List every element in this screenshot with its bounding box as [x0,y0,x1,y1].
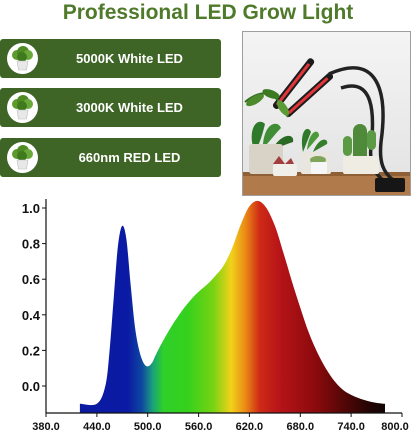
page-title: Professional LED Grow Light [62,1,354,24]
y-tick-label: 0.4 [22,308,41,323]
x-tick-label: 500.0 [134,421,162,433]
led-label: 5000K White LED [76,51,183,66]
y-tick-label: 0.0 [22,379,40,394]
x-tick-label: 800.0 [381,421,409,433]
x-tick-label: 440.0 [83,421,111,433]
y-tick-label: 0.6 [22,272,40,287]
y-ticks: 1.0 0.8 0.6 0.4 0.2 0.0 [22,201,46,394]
x-tick-label: 620.0 [236,421,264,433]
potted-plant-icon [7,92,38,123]
potted-plant-icon [7,43,38,74]
y-tick-label: 0.2 [22,343,40,358]
y-tick-label: 1.0 [22,201,40,216]
led-row-3000k: 3000K White LED [0,88,221,127]
x-ticks: 380.0 440.0 500.0 560.0 620.0 680.0 740.… [32,413,409,433]
led-row-660nm: 660nm RED LED [0,138,221,177]
x-tick-label: 680.0 [287,421,315,433]
grow-light-product-photo [242,31,411,196]
led-label: 3000K White LED [76,100,183,115]
spectrum-area [79,200,386,413]
x-tick-label: 380.0 [32,421,60,433]
led-row-5000k: 5000K White LED [0,39,221,78]
x-tick-label: 560.0 [185,421,213,433]
x-tick-label: 740.0 [337,421,365,433]
y-tick-label: 0.8 [22,237,40,252]
potted-plant-icon [7,142,38,173]
spectrum-chart: 1.0 0.8 0.6 0.4 0.2 0.0 380.0 440.0 500.… [22,199,409,433]
led-label: 660nm RED LED [78,150,181,165]
